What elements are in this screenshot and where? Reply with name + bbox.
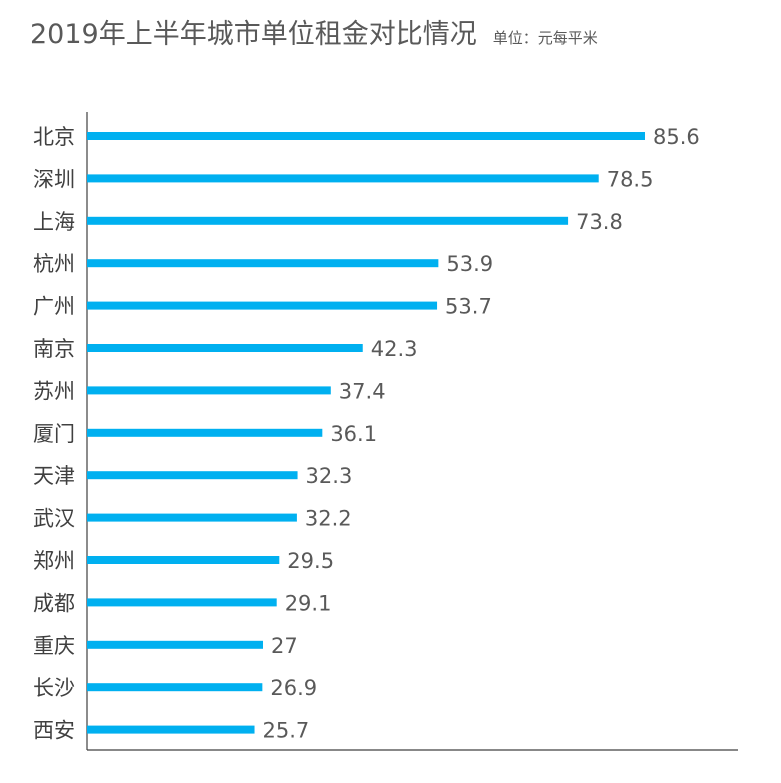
data-label: 53.7 [445, 295, 492, 319]
category-label: 北京 [33, 125, 75, 149]
category-label: 成都 [33, 591, 75, 615]
chart-header: 2019年上半年城市单位租金对比情况 单位：元每平米 [30, 12, 598, 51]
bar [87, 301, 438, 310]
chart-title: 2019年上半年城市单位租金对比情况 [30, 19, 477, 50]
category-label: 杭州 [33, 252, 75, 276]
category-label: 厦门 [33, 422, 75, 446]
data-label: 29.1 [285, 591, 332, 615]
data-label: 27 [271, 634, 298, 658]
bar [87, 683, 263, 692]
bar [87, 471, 298, 480]
bar [87, 640, 264, 649]
category-label: 西安 [33, 719, 75, 743]
data-label: 73.8 [576, 210, 623, 234]
data-label: 85.6 [653, 125, 700, 149]
data-label: 25.7 [263, 719, 310, 743]
bar [87, 344, 363, 352]
category-label: 深圳 [33, 167, 75, 191]
data-label: 42.3 [371, 337, 418, 361]
category-label: 长沙 [33, 676, 75, 700]
category-label: 郑州 [33, 549, 75, 573]
data-label: 36.1 [330, 422, 377, 446]
bar [87, 216, 569, 225]
category-label: 武汉 [33, 507, 75, 531]
data-label: 78.5 [607, 167, 654, 191]
data-label: 26.9 [270, 676, 317, 700]
unit-label: 单位：元每平米 [492, 29, 598, 47]
bar [87, 386, 331, 395]
bar [87, 259, 439, 268]
bar [87, 513, 297, 522]
data-label: 53.9 [446, 252, 493, 276]
data-label: 29.5 [287, 549, 334, 573]
data-label: 37.4 [339, 379, 386, 403]
category-label: 南京 [33, 337, 75, 361]
bar [87, 725, 255, 734]
data-label: 32.2 [305, 507, 352, 531]
category-label: 广州 [33, 295, 75, 319]
data-label: 32.3 [306, 464, 353, 488]
category-label: 天津 [33, 464, 75, 488]
category-label: 上海 [33, 210, 75, 234]
bar [87, 174, 599, 183]
bar [87, 598, 277, 607]
bar [87, 556, 280, 564]
category-label: 苏州 [33, 379, 75, 403]
bar [87, 132, 645, 140]
category-label: 重庆 [33, 634, 75, 658]
bar [87, 428, 323, 437]
